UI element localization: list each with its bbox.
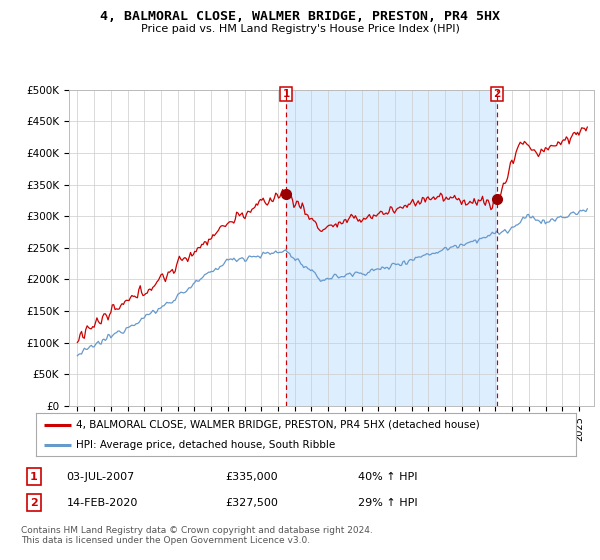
Text: 2: 2 — [30, 498, 38, 507]
Bar — [286, 90, 497, 406]
Text: 14-FEB-2020: 14-FEB-2020 — [67, 498, 138, 507]
Text: 03-JUL-2007: 03-JUL-2007 — [67, 472, 135, 482]
Text: 4, BALMORAL CLOSE, WALMER BRIDGE, PRESTON, PR4 5HX (detached house): 4, BALMORAL CLOSE, WALMER BRIDGE, PRESTO… — [77, 419, 480, 430]
Text: HPI: Average price, detached house, South Ribble: HPI: Average price, detached house, Sout… — [77, 440, 336, 450]
Text: 2: 2 — [493, 89, 500, 99]
Text: Price paid vs. HM Land Registry's House Price Index (HPI): Price paid vs. HM Land Registry's House … — [140, 24, 460, 34]
Text: £327,500: £327,500 — [225, 498, 278, 507]
Text: 29% ↑ HPI: 29% ↑ HPI — [358, 498, 417, 507]
Text: 4, BALMORAL CLOSE, WALMER BRIDGE, PRESTON, PR4 5HX: 4, BALMORAL CLOSE, WALMER BRIDGE, PRESTO… — [100, 10, 500, 23]
Text: £335,000: £335,000 — [225, 472, 278, 482]
Text: 1: 1 — [30, 472, 38, 482]
Text: Contains HM Land Registry data © Crown copyright and database right 2024.
This d: Contains HM Land Registry data © Crown c… — [20, 526, 373, 545]
Text: 40% ↑ HPI: 40% ↑ HPI — [358, 472, 417, 482]
Text: 1: 1 — [283, 89, 290, 99]
